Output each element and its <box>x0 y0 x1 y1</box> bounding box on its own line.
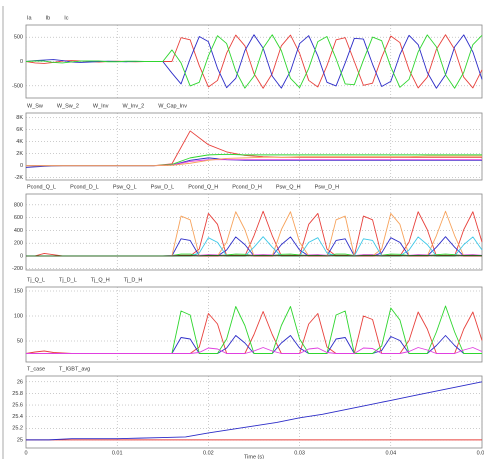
y-tick-label: 400 <box>14 228 23 234</box>
series-line <box>26 381 483 441</box>
legend-entry: Ic <box>64 15 69 21</box>
y-tick-label: 200 <box>14 241 23 247</box>
legend-entry: Ia <box>27 15 33 21</box>
legend-entry: Psw_D_L <box>151 184 175 190</box>
y-tick-label: 25.8 <box>12 391 23 397</box>
series-line <box>25 34 483 89</box>
y-tick-label: 600 <box>14 215 23 221</box>
legend-entry: Tj_D_L <box>59 277 77 283</box>
x-tick-label: 0 <box>24 450 27 456</box>
series-line <box>26 254 483 257</box>
y-tick-label: 150 <box>14 288 23 294</box>
x-axis-label: Time (s) <box>244 454 264 459</box>
plot-frame <box>25 375 483 449</box>
y-tick-label: 0 <box>20 59 23 65</box>
x-tick-label: 0.03 <box>294 450 305 456</box>
legend-entry: Tj_Q_H <box>91 277 110 283</box>
x-tick-label: 0.05 <box>477 450 484 456</box>
y-tick-label: 6K <box>16 127 23 133</box>
legend-entry: Tj_Q_L <box>27 277 45 283</box>
legend-entry: Psw_Q_H <box>276 184 301 190</box>
plot-frame <box>25 193 483 271</box>
y-tick-label: 8K <box>16 115 23 121</box>
y-tick-label: 25.6 <box>12 402 23 408</box>
series-line <box>26 155 482 167</box>
legend-entry: W_Cap_Inv <box>158 103 187 109</box>
y-tick-label: 800 <box>14 202 23 208</box>
y-tick-label: 0 <box>20 253 23 259</box>
y-tick-label: 100 <box>14 313 23 319</box>
legend-entry: Pcond_Q_H <box>188 184 218 190</box>
legend-entry: W_Inv_2 <box>123 103 145 109</box>
legend-entry: W_Sw <box>27 103 43 109</box>
y-tick-label: 2K <box>16 151 23 157</box>
legend-entry: W_Sw_2 <box>57 103 79 109</box>
y-tick-label: -2K <box>14 175 23 181</box>
x-tick-label: 0.04 <box>385 450 396 456</box>
y-tick-label: 25 <box>17 437 23 443</box>
x-tick-label: 0.01 <box>112 450 123 456</box>
legend-entry: T_IGBT_avg <box>59 366 90 372</box>
y-tick-label: -200 <box>12 266 23 272</box>
y-tick-label: 50 <box>17 338 23 344</box>
plot-frame <box>25 112 483 181</box>
y-tick-label: 500 <box>14 35 23 41</box>
legend-entry: Ib <box>46 15 51 21</box>
x-tick-label: 0.02 <box>203 450 214 456</box>
y-tick-label: 25.4 <box>12 414 23 420</box>
y-tick-label: 0 <box>20 163 23 169</box>
legend-entry: Pcond_D_H <box>232 184 262 190</box>
legend-entry: Psw_Q_L <box>113 184 137 190</box>
y-tick-label: 4K <box>16 139 23 145</box>
legend-entry: T_case <box>27 366 45 372</box>
legend-entry: Tj_D_H <box>124 277 143 283</box>
legend-entry: Pcond_D_L <box>70 184 99 190</box>
y-tick-label: 25.2 <box>12 426 23 432</box>
y-tick-label: -500 <box>12 83 23 89</box>
series-line <box>26 347 483 354</box>
legend-entry: Pcond_Q_L <box>27 184 56 190</box>
legend-entry: Psw_D_H <box>315 184 339 190</box>
legend-entry: W_Inv <box>93 103 109 109</box>
y-tick-label: 26 <box>17 379 23 385</box>
